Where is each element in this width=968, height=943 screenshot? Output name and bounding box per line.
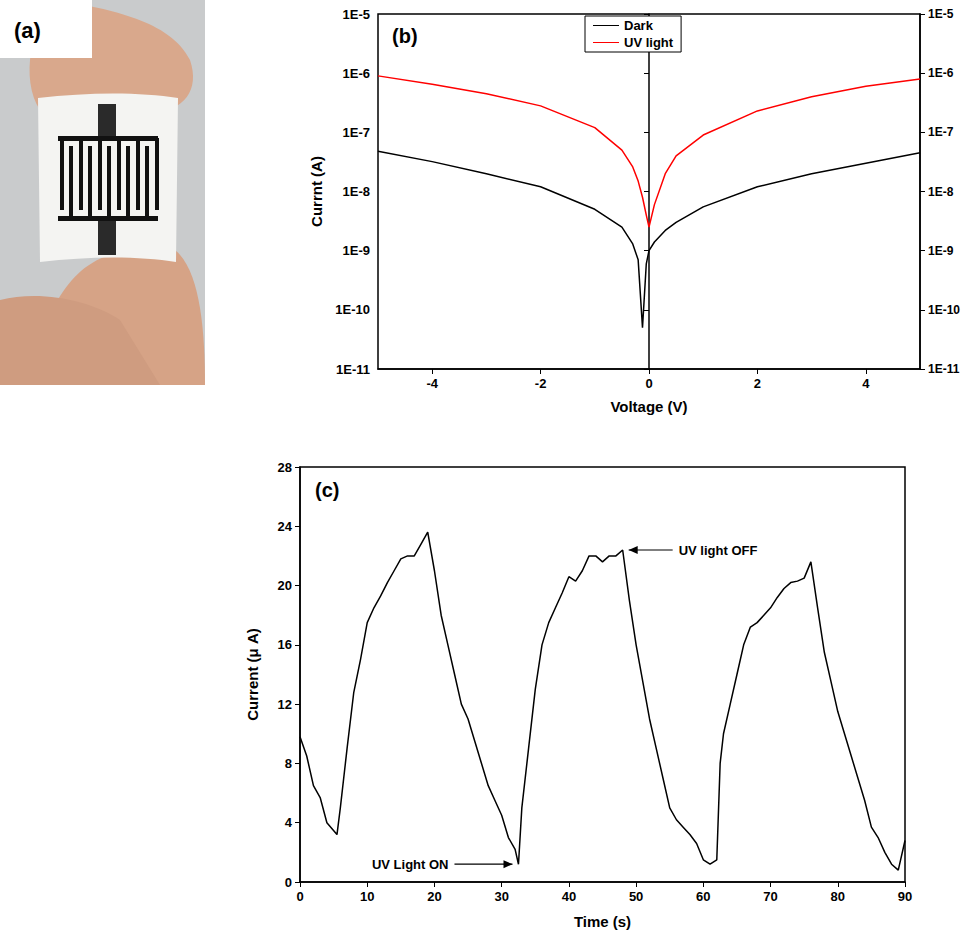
svg-text:1E-8: 1E-8 (343, 184, 370, 199)
svg-text:16: 16 (278, 637, 292, 652)
svg-text:(a): (a) (14, 18, 41, 43)
svg-text:UV light OFF: UV light OFF (679, 543, 758, 558)
svg-text:1E-9: 1E-9 (928, 244, 954, 258)
svg-text:1E-7: 1E-7 (928, 125, 954, 139)
svg-text:(c): (c) (315, 479, 339, 501)
svg-text:20: 20 (278, 578, 292, 593)
svg-text:1E-10: 1E-10 (928, 303, 960, 317)
svg-text:40: 40 (562, 889, 576, 904)
svg-text:24: 24 (278, 519, 293, 534)
svg-text:Currnt (A): Currnt (A) (308, 156, 325, 227)
svg-text:60: 60 (696, 889, 710, 904)
svg-text:UV light: UV light (624, 35, 674, 50)
svg-text:-4: -4 (426, 376, 438, 391)
svg-text:1E-7: 1E-7 (343, 125, 370, 140)
svg-text:Voltage (V): Voltage (V) (610, 398, 687, 415)
svg-text:80: 80 (831, 889, 845, 904)
svg-text:20: 20 (427, 889, 441, 904)
svg-text:0: 0 (296, 889, 303, 904)
svg-text:1E-6: 1E-6 (928, 66, 954, 80)
svg-text:50: 50 (629, 889, 643, 904)
svg-text:1E-6: 1E-6 (343, 66, 370, 81)
svg-text:-2: -2 (535, 376, 547, 391)
svg-text:1E-9: 1E-9 (343, 243, 370, 258)
svg-text:Dark: Dark (624, 18, 654, 33)
svg-text:8: 8 (285, 756, 292, 771)
svg-text:4: 4 (862, 376, 870, 391)
svg-text:UV Light ON: UV Light ON (372, 857, 449, 872)
svg-text:10: 10 (360, 889, 374, 904)
svg-text:70: 70 (763, 889, 777, 904)
svg-text:2: 2 (754, 376, 761, 391)
svg-text:Current (μ A): Current (μ A) (244, 628, 261, 721)
svg-text:1E-5: 1E-5 (928, 7, 954, 21)
svg-text:4: 4 (285, 815, 293, 830)
svg-text:90: 90 (898, 889, 912, 904)
svg-text:1E-11: 1E-11 (928, 362, 960, 376)
svg-text:0: 0 (645, 376, 652, 391)
svg-text:1E-10: 1E-10 (335, 302, 370, 317)
svg-text:30: 30 (494, 889, 508, 904)
svg-text:(b): (b) (392, 25, 418, 47)
svg-text:12: 12 (278, 697, 292, 712)
svg-text:0: 0 (285, 875, 292, 890)
svg-text:1E-11: 1E-11 (336, 362, 370, 377)
svg-text:1E-8: 1E-8 (928, 185, 954, 199)
svg-text:28: 28 (278, 460, 292, 475)
svg-text:Time (s): Time (s) (574, 913, 631, 930)
svg-text:1E-5: 1E-5 (343, 7, 370, 22)
